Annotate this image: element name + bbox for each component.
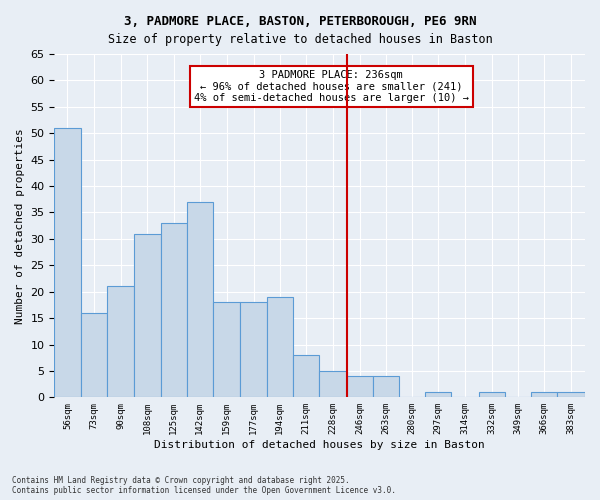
Bar <box>213 302 241 398</box>
Bar <box>479 392 505 398</box>
Bar <box>557 392 585 398</box>
Text: 3 PADMORE PLACE: 236sqm
← 96% of detached houses are smaller (241)
4% of semi-de: 3 PADMORE PLACE: 236sqm ← 96% of detache… <box>194 70 469 103</box>
Bar <box>319 371 347 398</box>
Bar <box>347 376 373 398</box>
Bar <box>187 202 213 398</box>
Bar <box>531 392 557 398</box>
Bar <box>107 286 134 398</box>
Bar <box>80 313 107 398</box>
Text: 3, PADMORE PLACE, BASTON, PETERBOROUGH, PE6 9RN: 3, PADMORE PLACE, BASTON, PETERBOROUGH, … <box>124 15 476 28</box>
Y-axis label: Number of detached properties: Number of detached properties <box>15 128 25 324</box>
Bar <box>266 297 293 398</box>
Bar <box>161 223 187 398</box>
Bar <box>293 355 319 398</box>
Bar <box>241 302 266 398</box>
Bar <box>373 376 399 398</box>
Bar <box>425 392 451 398</box>
Text: Size of property relative to detached houses in Baston: Size of property relative to detached ho… <box>107 32 493 46</box>
Text: Contains HM Land Registry data © Crown copyright and database right 2025.
Contai: Contains HM Land Registry data © Crown c… <box>12 476 396 495</box>
Bar <box>55 128 80 398</box>
Bar <box>134 234 161 398</box>
X-axis label: Distribution of detached houses by size in Baston: Distribution of detached houses by size … <box>154 440 485 450</box>
